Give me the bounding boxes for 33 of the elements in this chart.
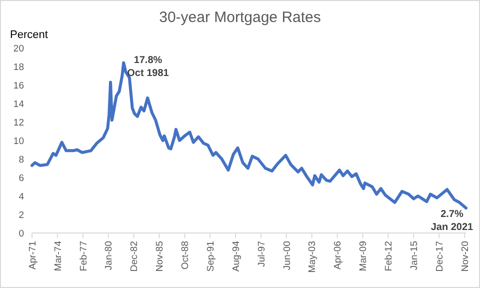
- x-tick-label: Jan-80: [104, 241, 115, 270]
- x-tick-label: Dec-82: [129, 241, 140, 272]
- x-tick-label: Apr-06: [332, 241, 344, 270]
- x-tick-label: Dec-17: [434, 241, 446, 272]
- y-tick-label: 10: [13, 136, 24, 147]
- x-tick-label: Feb-12: [384, 241, 395, 272]
- y-tick-label: 18: [13, 62, 24, 73]
- x-tick-label: Mar-09: [358, 241, 370, 272]
- y-tick-label: 2: [18, 210, 24, 221]
- x-tick-label: Apr-71: [27, 241, 38, 270]
- y-tick-label: 6: [18, 172, 24, 184]
- y-tick-label: 16: [13, 80, 24, 92]
- chart-title: 30-year Mortgage Rates: [159, 9, 321, 26]
- x-tick-label: May-03: [307, 241, 318, 273]
- x-tick-label: Aug-94: [230, 241, 242, 272]
- y-tick-label: 0: [18, 228, 24, 240]
- y-tick-label: 20: [13, 43, 24, 54]
- x-tick-label: Mar-74: [52, 241, 64, 272]
- annotation: 2.7% Jan 2021: [430, 209, 474, 233]
- x-tick-label: Jun-00: [282, 241, 293, 270]
- y-tick-label: 8: [18, 154, 24, 166]
- y-tick-label: 4: [18, 191, 24, 202]
- y-axis-title: Percent: [10, 29, 48, 41]
- annotation: 17.8% Oct 1981: [127, 55, 170, 79]
- x-tick-label: Sep-91: [205, 241, 216, 272]
- x-tick-label: Nov-85: [154, 241, 166, 272]
- x-tick-label: Oct-88: [180, 241, 191, 270]
- x-tick-label: Jul-97: [256, 241, 268, 267]
- x-tick-label: Feb-77: [78, 241, 90, 272]
- x-tick-label: Jan-15: [408, 241, 420, 270]
- y-tick-label: 12: [13, 117, 24, 128]
- y-tick-label: 14: [13, 98, 24, 110]
- x-tick-label: Nov-20: [460, 241, 471, 272]
